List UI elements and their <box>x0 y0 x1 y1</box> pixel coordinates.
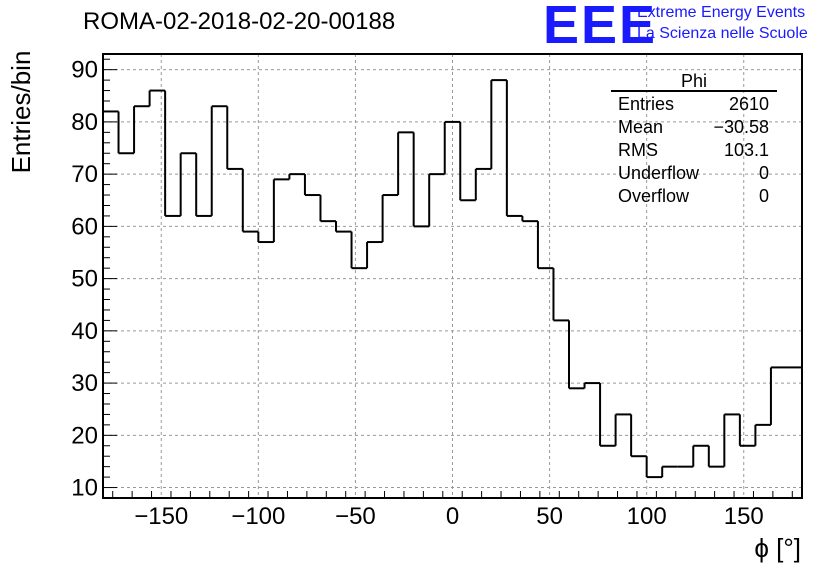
y-tick-label: 20 <box>71 422 98 449</box>
stats-row-label: Entries <box>618 94 674 114</box>
x-tick-label: −50 <box>335 503 376 530</box>
stats-row-label: Underflow <box>618 163 700 183</box>
grid-lines <box>103 54 802 498</box>
y-tick-label: 60 <box>71 213 98 240</box>
stats-box-rows: Entries 2610 Mean −30.58 RMS 103.1 Underflow 0 O… <box>618 94 769 206</box>
stats-row-label: Overflow <box>618 186 690 206</box>
y-tick-label: 30 <box>71 370 98 397</box>
axis-ticks <box>103 58 793 498</box>
x-tick-label: 50 <box>536 503 563 530</box>
stats-row-label: Mean <box>618 117 663 137</box>
y-axis-title: Entries/bin <box>6 51 36 174</box>
eee-logo: EEE <box>543 0 658 55</box>
x-tick-label: −150 <box>134 503 188 530</box>
y-tick-label: 90 <box>71 57 98 84</box>
y-tick-label: 50 <box>71 266 98 293</box>
x-tick-label: −100 <box>231 503 285 530</box>
x-tick-label: 100 <box>627 503 667 530</box>
y-tick-label: 70 <box>71 161 98 188</box>
stats-row-value: 103.1 <box>724 140 769 160</box>
stats-row-label: RMS <box>618 140 658 160</box>
stats-row-value: 2610 <box>729 94 769 114</box>
x-tick-labels: −150 −100 −50 0 50 100 150 <box>134 503 764 530</box>
page-title: ROMA-02-2018-02-20-00188 <box>83 8 396 35</box>
histogram-plot <box>103 79 802 479</box>
x-tick-label: 0 <box>446 503 459 530</box>
x-tick-label: 150 <box>724 503 764 530</box>
x-axis-title: ϕ [°] <box>754 533 801 563</box>
stats-box-title: Phi <box>681 71 707 91</box>
logo-subtitle-line2: La Scienza nelle Scuole <box>637 25 808 42</box>
stats-box: Phi Entries 2610 Mean −30.58 RMS 103.1 Underfl… <box>611 71 777 206</box>
stats-row-value: 0 <box>759 186 769 206</box>
y-tick-label: 80 <box>71 109 98 136</box>
logo-subtitle-line1: Extreme Energy Events <box>637 4 806 21</box>
plot-frame <box>102 53 803 499</box>
stats-row-value: 0 <box>759 163 769 183</box>
y-tick-labels: 10 20 30 40 50 60 70 80 90 <box>71 57 98 502</box>
stats-row-value: −30.58 <box>713 117 769 137</box>
y-tick-label: 40 <box>71 318 98 345</box>
y-tick-label: 10 <box>71 475 98 502</box>
